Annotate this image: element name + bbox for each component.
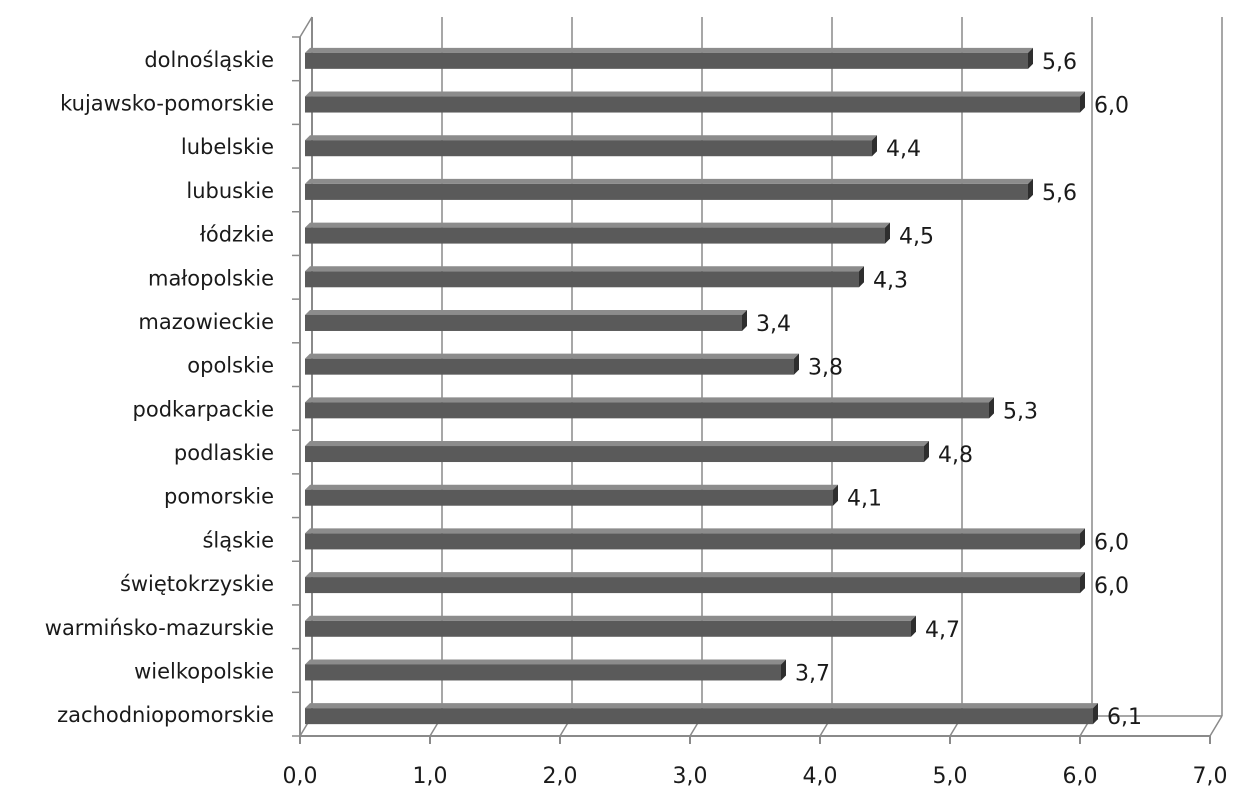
- data-label: 6,0: [1094, 530, 1129, 555]
- bar: [305, 620, 911, 637]
- x-tick-label: 3,0: [673, 764, 708, 789]
- category-label: dolnośląskie: [144, 48, 274, 72]
- bar-top: [305, 615, 916, 621]
- bar-end: [1028, 47, 1033, 69]
- bar: [305, 446, 924, 463]
- bar: [305, 314, 742, 331]
- bar-top: [305, 47, 1033, 53]
- data-label: 3,8: [808, 356, 843, 381]
- x-tick-label: 4,0: [803, 764, 838, 789]
- bar-end: [859, 266, 864, 288]
- bar: [305, 402, 989, 419]
- bar-end: [833, 484, 838, 506]
- bar-top: [305, 309, 747, 315]
- bars-layer: [305, 47, 1098, 725]
- bar-end: [924, 441, 929, 463]
- data-label: 4,5: [899, 225, 934, 250]
- bar-top: [305, 353, 799, 359]
- bar: [305, 52, 1028, 69]
- data-label: 4,8: [938, 443, 973, 468]
- bar: [305, 708, 1093, 725]
- bar-top: [305, 222, 890, 228]
- data-label: 4,1: [847, 487, 882, 512]
- bar-top: [305, 572, 1085, 578]
- data-label: 6,0: [1094, 574, 1129, 599]
- data-label: 5,6: [1042, 181, 1077, 206]
- category-label: łódzkie: [200, 223, 274, 247]
- bar-end: [1028, 178, 1033, 200]
- bar-end: [885, 222, 890, 244]
- bar-end: [1093, 703, 1098, 725]
- data-label: 6,1: [1107, 705, 1142, 730]
- bar: [305, 577, 1080, 594]
- floor-gridline: [1209, 715, 1223, 737]
- bar-end: [872, 135, 877, 157]
- x-tick-label: 7,0: [1193, 764, 1228, 789]
- bar: [305, 227, 885, 244]
- bar-top: [305, 528, 1085, 534]
- bar-end: [781, 659, 786, 681]
- bar: [305, 183, 1028, 200]
- data-label: 3,7: [795, 661, 830, 686]
- bar-end: [794, 353, 799, 375]
- bar-end: [989, 397, 994, 419]
- data-label: 5,3: [1003, 399, 1038, 424]
- bar: [305, 140, 872, 157]
- bar-top: [305, 703, 1098, 709]
- bar-end: [742, 309, 747, 331]
- bar-end: [911, 615, 916, 637]
- bar-top: [305, 178, 1033, 184]
- x-tick-label: 5,0: [933, 764, 968, 789]
- bar-top: [305, 397, 994, 403]
- bar: [305, 489, 833, 506]
- x-tick-label: 6,0: [1063, 764, 1098, 789]
- bar-top: [305, 484, 838, 490]
- bar-top: [305, 135, 877, 141]
- bar: [305, 358, 794, 375]
- labels-layer: 0,0 1,0 2,0 3,0 4,0 5,0 6,0 7,0 dolnośląskie 5,6 k…: [45, 48, 1228, 789]
- data-label: 3,4: [756, 312, 791, 337]
- data-label: 4,4: [886, 137, 921, 162]
- wall-top-edge: [299, 16, 313, 38]
- bar-end: [1080, 91, 1085, 113]
- category-label: kujawsko-pomorskie: [60, 92, 274, 116]
- category-label: śląskie: [202, 528, 274, 552]
- x-tick-label: 2,0: [543, 764, 578, 789]
- x-tick-label: 0,0: [283, 764, 318, 789]
- category-label: lubelskie: [181, 135, 274, 159]
- data-label: 4,7: [925, 618, 960, 643]
- bar-top: [305, 659, 786, 665]
- category-label: wielkopolskie: [134, 659, 274, 683]
- bar-end: [1080, 572, 1085, 594]
- bar-top: [305, 441, 929, 447]
- data-label: 4,3: [873, 268, 908, 293]
- category-label: podkarpackie: [133, 397, 274, 421]
- bar: [305, 96, 1080, 113]
- category-label: świętokrzyskie: [120, 572, 274, 596]
- x-tick-label: 1,0: [413, 764, 448, 789]
- category-label: pomorskie: [164, 485, 274, 509]
- data-label: 6,0: [1094, 94, 1129, 119]
- category-label: małopolskie: [148, 266, 274, 290]
- bar-end: [1080, 528, 1085, 550]
- data-label: 5,6: [1042, 50, 1077, 75]
- category-label: opolskie: [187, 354, 274, 378]
- category-label: lubuskie: [186, 179, 274, 203]
- bar: [305, 271, 859, 288]
- grid-layer: [299, 17, 1223, 737]
- category-label: podlaskie: [174, 441, 274, 465]
- category-label: zachodniopomorskie: [57, 703, 274, 727]
- bar: [305, 664, 781, 681]
- bar-top: [305, 91, 1085, 97]
- category-label: warmińsko-mazurskie: [45, 616, 274, 640]
- bar-top: [305, 266, 864, 272]
- category-label: mazowieckie: [138, 310, 274, 334]
- bar: [305, 533, 1080, 550]
